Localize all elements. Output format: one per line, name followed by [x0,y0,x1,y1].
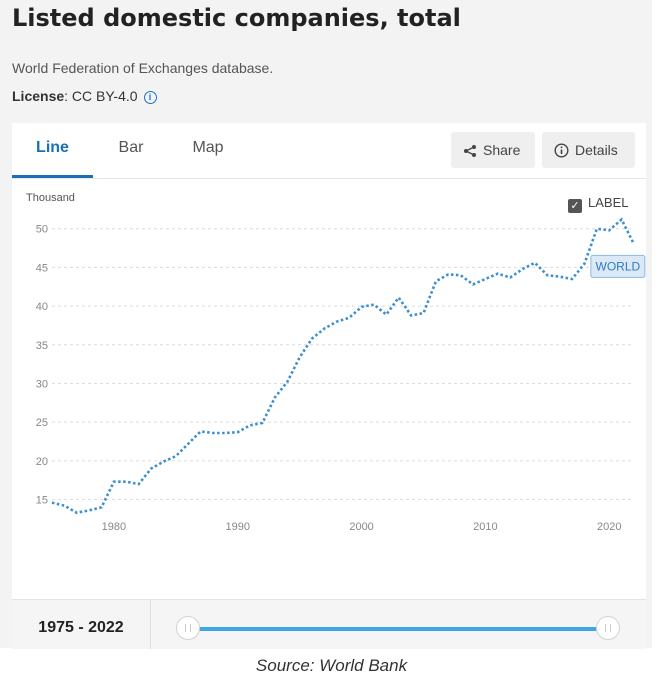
page-background: Listed domestic companies, total World F… [0,0,652,649]
tab-line[interactable]: Line [12,123,93,178]
x-tick-label: 2020 [597,521,621,533]
info-icon[interactable]: i [143,91,157,104]
range-slider-start-handle[interactable] [176,616,200,640]
page-title: Listed domestic companies, total [12,4,461,32]
y-tick-label: 25 [36,417,48,429]
series-label-world: WORLD [596,259,641,273]
x-tick-label: 1990 [226,521,250,533]
checkbox-icon[interactable]: ✓ [568,199,582,213]
range-bar: 1975 - 2022 [12,599,646,649]
x-tick-label: 1980 [102,521,126,533]
label-toggle-text: LABEL [588,195,629,210]
share-label: Share [483,142,521,158]
y-tick-label: 35 [36,340,48,352]
info-circle-icon [554,143,569,158]
chart-area: ✓ LABEL Thousand 15 20 25 30 35 40 45 50 1980 1990 2… [12,179,646,598]
range-divider [150,600,151,649]
x-tick-label: 2010 [473,521,497,533]
license-line: License: CC BY-4.0 i [12,88,157,104]
y-tick-label: 30 [36,378,48,390]
y-tick-label: 50 [36,224,48,236]
y-axis-title: Thousand [26,192,75,204]
caption: Source: World Bank [255,656,408,675]
license-label: License [12,88,65,104]
y-tick-label: 40 [36,301,48,313]
range-label: 1975 - 2022 [38,619,124,636]
y-tick-label: 20 [36,456,48,468]
chart-tabs: Line Bar Map Share Details [12,123,646,179]
source-text: World Federation of Exchanges database. [12,60,274,76]
y-tick-label: 15 [36,495,48,507]
line-chart: Thousand 15 20 25 30 35 40 45 50 1980 1990 2000 2010… [26,192,646,533]
share-icon [464,145,476,157]
series-line-world [51,217,636,515]
details-button[interactable]: Details [542,132,635,168]
series-label-box [590,254,646,278]
share-button[interactable]: Share [451,132,535,168]
tab-bar[interactable]: Bar [118,139,144,156]
range-slider-end-handle[interactable] [596,616,620,640]
range-slider-track[interactable] [188,627,608,631]
details-label: Details [575,142,618,158]
label-toggle[interactable]: ✓ LABEL [568,195,628,213]
y-tick-label: 45 [36,262,48,274]
chart-card: Line Bar Map Share Details ✓ LABEL Thousa… [12,123,646,649]
tab-map[interactable]: Map [192,139,224,156]
x-tick-label: 2000 [349,521,373,533]
license-value: : CC BY-4.0 [64,88,138,104]
